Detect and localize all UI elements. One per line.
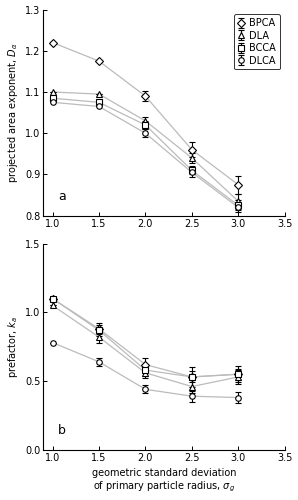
Text: a: a [58, 190, 66, 203]
Y-axis label: projected area exponent, $D_\alpha$: projected area exponent, $D_\alpha$ [6, 42, 20, 183]
Text: b: b [58, 424, 66, 438]
Legend: BPCA, DLA, BCCA, DLCA: BPCA, DLA, BCCA, DLCA [234, 14, 280, 70]
X-axis label: geometric standard deviation
of primary particle radius, $\sigma_g$: geometric standard deviation of primary … [92, 468, 236, 494]
Y-axis label: prefactor, $k_a$: prefactor, $k_a$ [6, 316, 20, 378]
